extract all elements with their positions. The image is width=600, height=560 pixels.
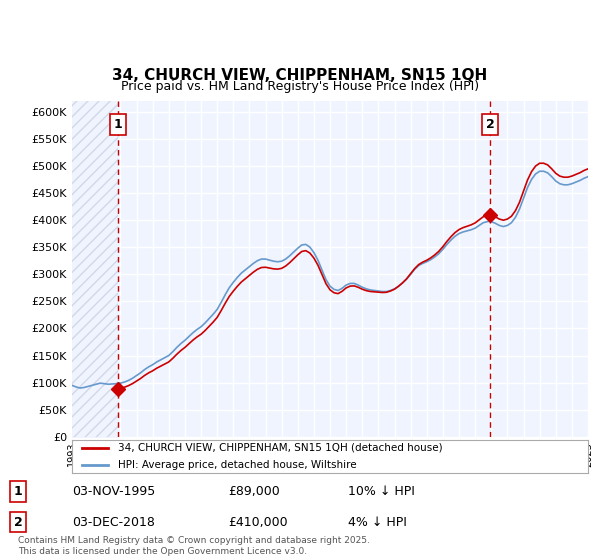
Text: 34, CHURCH VIEW, CHIPPENHAM, SN15 1QH: 34, CHURCH VIEW, CHIPPENHAM, SN15 1QH [112, 68, 488, 83]
Text: £410,000: £410,000 [228, 516, 287, 529]
Bar [72, 101, 118, 437]
Text: 4% ↓ HPI: 4% ↓ HPI [348, 516, 407, 529]
Text: 1: 1 [113, 118, 122, 131]
Text: 03-DEC-2018: 03-DEC-2018 [72, 516, 155, 529]
Text: 34, CHURCH VIEW, CHIPPENHAM, SN15 1QH (detached house): 34, CHURCH VIEW, CHIPPENHAM, SN15 1QH (d… [118, 443, 443, 453]
Text: Contains HM Land Registry data © Crown copyright and database right 2025.
This d: Contains HM Land Registry data © Crown c… [18, 536, 370, 556]
Text: Price paid vs. HM Land Registry's House Price Index (HPI): Price paid vs. HM Land Registry's House … [121, 80, 479, 94]
Text: 2: 2 [14, 516, 22, 529]
Text: £89,000: £89,000 [228, 485, 280, 498]
Text: 10% ↓ HPI: 10% ↓ HPI [348, 485, 415, 498]
Text: 2: 2 [485, 118, 494, 131]
Text: HPI: Average price, detached house, Wiltshire: HPI: Average price, detached house, Wilt… [118, 460, 357, 470]
Text: 1: 1 [14, 485, 22, 498]
Text: 03-NOV-1995: 03-NOV-1995 [72, 485, 155, 498]
